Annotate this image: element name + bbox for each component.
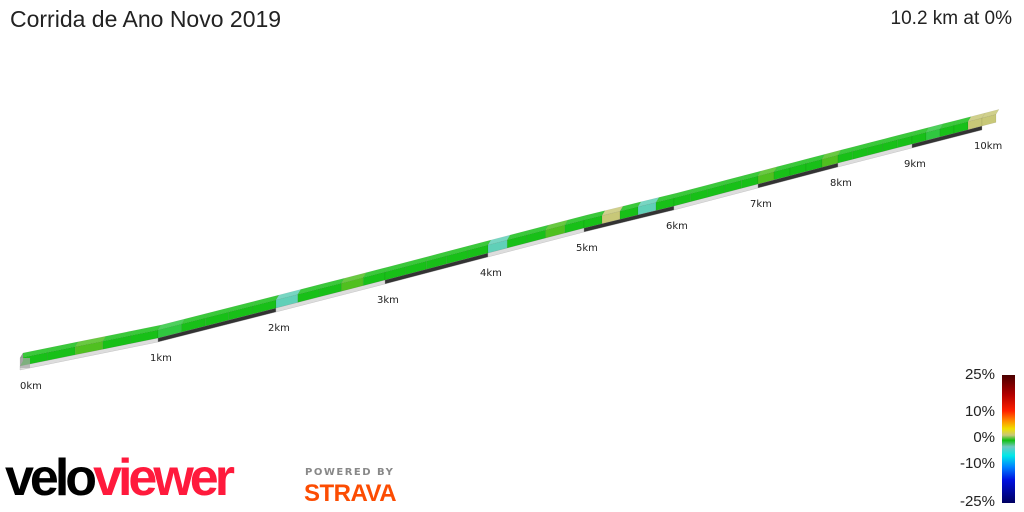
legend-tick: 10% xyxy=(964,403,995,420)
legend-tick: 25% xyxy=(964,366,995,383)
km-label: 4km xyxy=(480,268,502,279)
legend-tick: -25% xyxy=(959,493,995,510)
legend-tick: -10% xyxy=(959,455,995,472)
km-label: 9km xyxy=(904,159,926,170)
powered-by-text: POWERED BY xyxy=(305,467,395,478)
km-label: 6km xyxy=(666,221,688,232)
grade-segment-top xyxy=(981,109,1000,119)
distance-grade-summary: 10.2 km at 0% xyxy=(890,8,1012,29)
activity-title: Corrida de Ano Novo 2019 xyxy=(10,6,282,32)
km-label: 10km xyxy=(974,141,1002,152)
km-label: 1km xyxy=(150,353,172,364)
km-label: 5km xyxy=(576,243,598,254)
km-label: 3km xyxy=(377,295,399,306)
km-label: 8km xyxy=(830,178,852,189)
start-block xyxy=(20,358,30,368)
km-label: 2km xyxy=(268,323,290,334)
grade-color-legend xyxy=(1002,375,1015,503)
legend-tick: 0% xyxy=(973,429,995,446)
strava-logo[interactable]: STRAVA xyxy=(304,480,397,507)
km-label: 7km xyxy=(750,199,772,210)
km-label: 0km xyxy=(20,381,42,392)
km-base-segment xyxy=(911,125,983,149)
veloviewer-logo[interactable]: veloviewer xyxy=(5,449,235,507)
